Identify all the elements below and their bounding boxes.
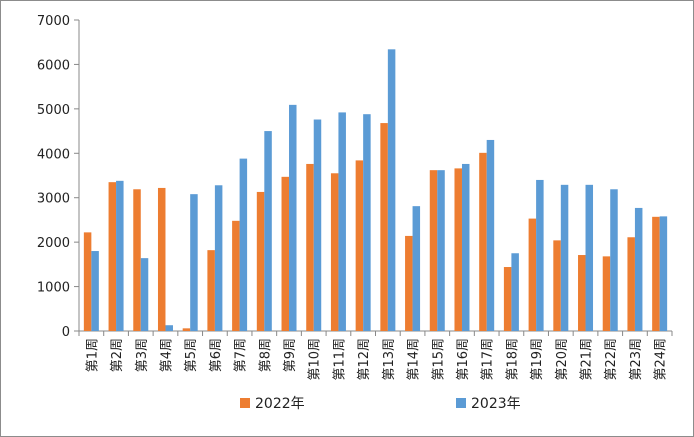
category-label: 第12周 xyxy=(357,338,372,381)
bar-series1 xyxy=(133,189,141,331)
y-tick-labels: 0 1000 2000 3000 4000 5000 6000 7000 xyxy=(37,14,70,340)
bar-series1 xyxy=(578,255,586,331)
bar-series2 xyxy=(91,251,99,331)
bar-series1 xyxy=(157,187,166,331)
category-label: 第3周 xyxy=(135,338,150,372)
bar-series2 xyxy=(634,207,643,331)
bar-series1 xyxy=(108,182,117,331)
y-tick-label: 3000 xyxy=(37,192,70,207)
bar-series1 xyxy=(528,218,537,331)
bar-series2 xyxy=(412,206,421,331)
bar-series1 xyxy=(479,152,487,331)
bar-series1 xyxy=(355,160,364,331)
bar-series2 xyxy=(313,119,322,332)
category-label: 第21周 xyxy=(580,338,595,381)
bar-series2 xyxy=(585,184,594,331)
category-label: 第10周 xyxy=(308,338,323,381)
bar-series2 xyxy=(461,163,470,331)
bar-series2 xyxy=(289,104,297,331)
category-label: 第20周 xyxy=(555,338,570,381)
bar-series2 xyxy=(610,189,618,331)
category-label: 第8周 xyxy=(258,338,273,372)
category-label: 第7周 xyxy=(234,338,249,372)
category-label: 第18周 xyxy=(505,338,520,381)
x-tick-labels: 第1周 第2周 第3周 第4周 第5周 第6周 第7周 第8周 第9周 第10周 第11周 第12周第… xyxy=(85,338,668,381)
category-label: 第5周 xyxy=(184,338,199,372)
bar-series1 xyxy=(553,240,561,331)
category-label: 第9周 xyxy=(283,338,298,372)
category-label: 第24周 xyxy=(654,338,669,381)
y-tick-label: 0 xyxy=(62,325,70,340)
y-tick-label: 1000 xyxy=(37,281,70,296)
category-label: 第2周 xyxy=(110,338,125,372)
legend-swatch xyxy=(456,398,466,408)
legend-swatch xyxy=(240,398,250,408)
bar-series1 xyxy=(380,123,388,332)
bar-series1 xyxy=(83,232,92,331)
bar-series1 xyxy=(429,170,438,331)
bar-series2 xyxy=(239,158,248,331)
category-label: 第4周 xyxy=(159,338,174,372)
bar-series2 xyxy=(511,253,519,331)
category-label: 第11周 xyxy=(332,338,347,381)
bar-series2 xyxy=(140,258,149,331)
category-label: 第1周 xyxy=(85,338,100,372)
bars xyxy=(83,49,668,332)
bar-series2 xyxy=(165,325,173,331)
category-label: 第23周 xyxy=(629,338,644,381)
bar-series2 xyxy=(116,180,124,331)
bar-series1 xyxy=(627,237,635,331)
bar-series1 xyxy=(454,168,462,331)
bar-series2 xyxy=(363,114,371,331)
bar-series1 xyxy=(182,328,191,331)
bar-series1 xyxy=(256,191,265,331)
bar-series2 xyxy=(214,185,223,331)
y-tick-label: 5000 xyxy=(37,103,70,118)
bar-series1 xyxy=(652,216,660,331)
bar-series1 xyxy=(232,220,240,331)
category-label: 第14周 xyxy=(407,338,422,381)
bar-series2 xyxy=(659,216,668,331)
bar-series2 xyxy=(264,131,272,331)
category-label: 第19周 xyxy=(530,338,545,381)
y-tick-label: 2000 xyxy=(37,236,70,251)
bar-series2 xyxy=(536,179,544,331)
category-label: 第15周 xyxy=(431,338,446,381)
category-label: 第17周 xyxy=(481,338,496,381)
bar-series2 xyxy=(338,112,346,331)
legend-label: 2023年 xyxy=(471,396,521,412)
category-label: 第16周 xyxy=(456,338,471,381)
bar-series1 xyxy=(207,250,215,331)
legend-label: 2022年 xyxy=(255,396,305,412)
bar-series2 xyxy=(560,184,569,331)
category-label: 第22周 xyxy=(604,338,619,381)
axes xyxy=(74,19,673,336)
y-tick-label: 4000 xyxy=(37,147,70,162)
y-tick-label: 7000 xyxy=(37,14,70,29)
bar-series1 xyxy=(281,176,290,331)
category-label: 第13周 xyxy=(382,338,397,381)
bar-series2 xyxy=(387,49,396,332)
legend: 2022年 2023年 xyxy=(240,396,521,412)
bar-series1 xyxy=(602,256,611,331)
bar-series1 xyxy=(306,163,314,331)
bar-series1 xyxy=(503,267,512,331)
bar-series2 xyxy=(437,170,445,331)
y-tick-label: 6000 xyxy=(37,58,70,73)
bar-series1 xyxy=(330,173,339,331)
bar-series1 xyxy=(405,235,413,331)
bar-series2 xyxy=(486,139,495,331)
bar-series2 xyxy=(190,194,198,331)
category-label: 第6周 xyxy=(209,338,224,372)
